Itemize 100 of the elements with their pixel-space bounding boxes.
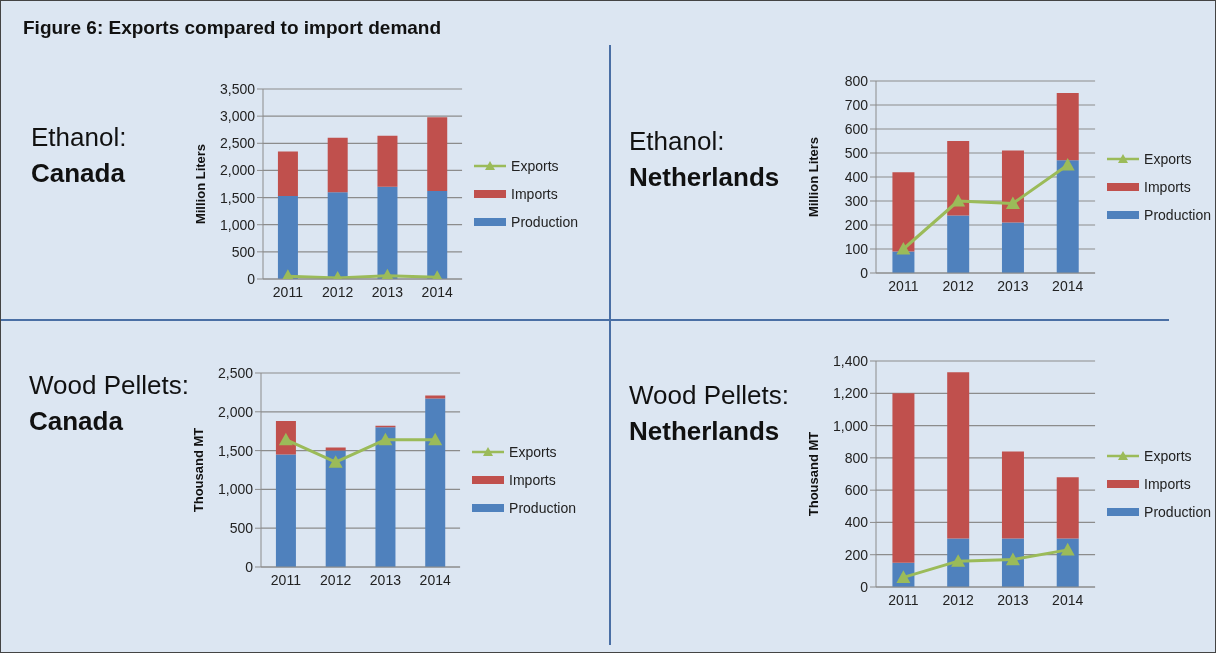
text: Canada bbox=[31, 157, 126, 190]
bar bbox=[427, 191, 448, 279]
bar bbox=[377, 186, 398, 279]
y-tick-label: 1,400 bbox=[832, 352, 869, 369]
text: Netherlands bbox=[629, 161, 780, 194]
bar bbox=[892, 393, 915, 563]
x-tick-label: 2013 bbox=[369, 571, 402, 588]
y-tick-label: 0 bbox=[860, 264, 869, 281]
bar bbox=[277, 151, 298, 196]
y-tick-label: 1,500 bbox=[219, 189, 256, 206]
legend-label: Production bbox=[509, 500, 576, 516]
y-tick-label: 2,500 bbox=[217, 364, 254, 381]
chart-title: Wood Pellets: bbox=[29, 369, 189, 402]
legend-label: Exports bbox=[1144, 448, 1192, 464]
y-tick-label: 200 bbox=[844, 546, 869, 563]
y-tick-label: 500 bbox=[231, 243, 256, 260]
bar bbox=[1001, 150, 1024, 223]
y-tick-label: 700 bbox=[844, 96, 869, 113]
bar bbox=[325, 450, 346, 567]
point bbox=[1060, 542, 1075, 556]
y-tick-label: 1,000 bbox=[219, 216, 256, 233]
legend-label: Production bbox=[1144, 504, 1211, 520]
bar bbox=[375, 427, 396, 567]
text: Canada bbox=[29, 405, 124, 438]
text: Ethanol: bbox=[629, 125, 726, 158]
bar bbox=[1056, 477, 1079, 539]
y-tick-label: 2,000 bbox=[219, 162, 256, 179]
y-tick-label: 300 bbox=[844, 192, 869, 209]
bar bbox=[327, 137, 348, 193]
legend-label: Imports bbox=[511, 186, 558, 202]
bar bbox=[325, 447, 346, 451]
x-tick-label: 2011 bbox=[270, 571, 302, 588]
x-tick-label: 2013 bbox=[997, 591, 1029, 608]
y-tick-label: 100 bbox=[844, 240, 869, 257]
x-tick-label: 2012 bbox=[942, 277, 974, 294]
x-tick-label: 2013 bbox=[997, 277, 1029, 294]
legend-label: Production bbox=[1144, 207, 1211, 223]
y-tick-label: 3,500 bbox=[219, 80, 256, 97]
y-tick-label: 0 bbox=[245, 558, 254, 575]
x-tick-label: 2011 bbox=[888, 591, 919, 608]
legend-label: Imports bbox=[1144, 179, 1191, 195]
y-tick-label: 0 bbox=[247, 270, 256, 287]
legend-label: Imports bbox=[1144, 476, 1191, 492]
bar bbox=[425, 398, 446, 567]
y-tick-label: 1,000 bbox=[217, 481, 254, 498]
y-axis-title: Million Liters bbox=[805, 136, 821, 218]
y-tick-label: 600 bbox=[844, 482, 869, 499]
bar bbox=[1001, 451, 1024, 539]
bar bbox=[1056, 93, 1079, 161]
y-tick-label: 800 bbox=[844, 449, 869, 466]
y-axis-title: Million Liters bbox=[192, 143, 208, 225]
y-tick-label: 1,000 bbox=[832, 417, 869, 434]
bar bbox=[947, 215, 970, 273]
x-tick-label: 2012 bbox=[320, 571, 352, 588]
bar bbox=[327, 192, 348, 279]
x-tick-label: 2013 bbox=[371, 283, 404, 300]
y-tick-label: 2,500 bbox=[219, 135, 256, 152]
point bbox=[1005, 196, 1020, 209]
bar bbox=[427, 117, 448, 192]
text: Ethanol: bbox=[31, 121, 127, 154]
y-tick-label: 200 bbox=[844, 216, 869, 233]
point bbox=[1060, 158, 1075, 171]
y-tick-label: 1,500 bbox=[217, 442, 254, 459]
y-tick-label: 500 bbox=[229, 520, 254, 537]
legend-label: Production bbox=[511, 214, 578, 230]
y-tick-label: 2,000 bbox=[217, 403, 254, 420]
bar bbox=[425, 395, 446, 399]
y-tick-label: 3,000 bbox=[219, 108, 256, 125]
y-axis-title: Thousand MT bbox=[190, 427, 206, 513]
legend-label: Exports bbox=[509, 444, 557, 460]
legend-label: Imports bbox=[509, 472, 556, 488]
y-tick-label: 400 bbox=[844, 514, 869, 531]
bar bbox=[1056, 160, 1079, 273]
caption: Figure 6: Exports compared to import demand bbox=[23, 17, 442, 39]
y-tick-label: 600 bbox=[844, 120, 869, 137]
bar bbox=[277, 195, 298, 279]
legend-label: Exports bbox=[1144, 151, 1192, 167]
bar bbox=[1001, 222, 1024, 273]
y-tick-label: 800 bbox=[844, 72, 869, 89]
bar bbox=[377, 135, 398, 187]
legend-label: Exports bbox=[511, 158, 559, 174]
bar bbox=[275, 454, 296, 567]
y-tick-label: 500 bbox=[844, 144, 869, 161]
text: Netherlands bbox=[629, 415, 781, 448]
x-tick-label: 2012 bbox=[322, 283, 354, 300]
y-axis-title: Thousand MT bbox=[805, 431, 821, 517]
x-tick-label: 2014 bbox=[421, 283, 453, 300]
y-tick-label: 0 bbox=[860, 578, 869, 595]
x-tick-label: 2012 bbox=[942, 591, 974, 608]
x-tick-label: 2011 bbox=[888, 277, 919, 294]
y-tick-label: 400 bbox=[844, 168, 869, 185]
x-tick-label: 2014 bbox=[419, 571, 451, 588]
bar bbox=[892, 172, 915, 252]
bar bbox=[947, 372, 970, 539]
y-tick-label: 1,200 bbox=[832, 385, 869, 402]
point bbox=[951, 194, 966, 207]
x-tick-label: 2014 bbox=[1052, 591, 1084, 608]
x-tick-label: 2011 bbox=[272, 283, 304, 300]
bar bbox=[947, 141, 970, 216]
point bbox=[896, 242, 911, 255]
